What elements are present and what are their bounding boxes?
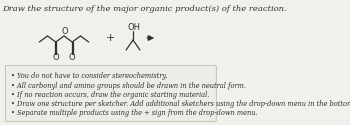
Text: O: O [61,26,68,36]
Text: • If no reaction occurs, draw the organic starting material.: • If no reaction occurs, draw the organi… [11,91,209,99]
Text: O: O [52,54,59,62]
Text: +: + [106,33,115,43]
Text: O: O [69,54,76,62]
Text: • Draw one structure per sketcher. Add additional sketchers using the drop-down : • Draw one structure per sketcher. Add a… [11,100,350,108]
Text: • Separate multiple products using the + sign from the drop-down menu.: • Separate multiple products using the +… [11,109,257,117]
Text: OH: OH [128,22,141,32]
Text: • You do not have to consider stereochemistry.: • You do not have to consider stereochem… [11,72,167,80]
Text: Draw the structure of the major organic product(s) of the reaction.: Draw the structure of the major organic … [2,5,287,13]
Text: • All carbonyl and amino groups should be drawn in the neutral form.: • All carbonyl and amino groups should b… [11,82,246,90]
FancyBboxPatch shape [5,66,216,122]
